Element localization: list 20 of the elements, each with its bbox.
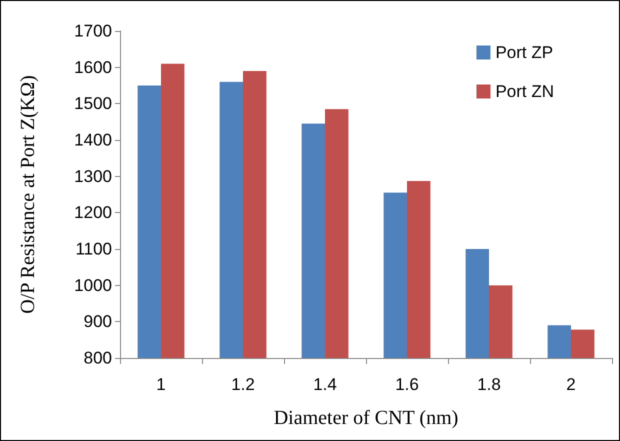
y-tick-label: 1200	[74, 203, 112, 222]
legend-label: Port ZP	[495, 43, 554, 62]
y-tick-label: 1100	[75, 240, 112, 258]
y-tick-label: 1600	[74, 58, 112, 77]
y-tick-label: 1300	[74, 166, 112, 186]
x-tick-label: 1.4	[313, 375, 337, 394]
y-tick-label: 1500	[74, 94, 112, 114]
legend-label: Port ZN	[495, 82, 554, 101]
x-tick-label: 1	[156, 375, 166, 394]
y-tick-label: 800	[84, 348, 112, 368]
x-tick-label: 1.6	[395, 375, 419, 394]
y-axis-title: O/P Resistance at Port Z(KΩ)	[17, 75, 39, 314]
x-axis-title: Diameter of CNT (nm)	[274, 407, 458, 429]
x-tick-label: 1.2	[231, 375, 255, 394]
x-tick-label: 2	[566, 375, 576, 394]
y-tick-label: 1700	[74, 22, 112, 40]
y-tick-label: 900	[84, 312, 112, 332]
y-tick-label: 1000	[74, 276, 112, 295]
x-tick-label: 1.8	[477, 375, 501, 394]
y-tick-label: 1400	[74, 130, 112, 150]
